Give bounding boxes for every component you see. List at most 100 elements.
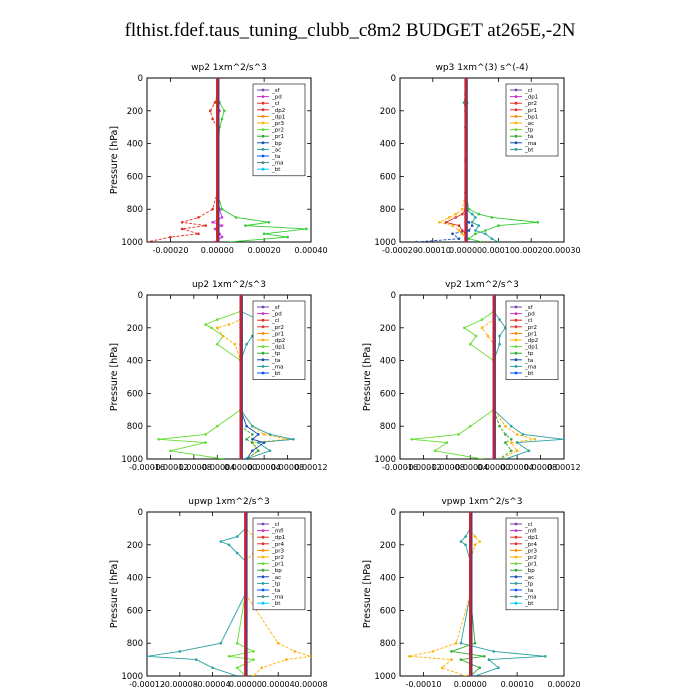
legend-marker (514, 338, 518, 342)
legend-label: _ma (524, 141, 536, 147)
data-point (478, 540, 482, 543)
legend-marker (261, 555, 265, 559)
data-point (251, 424, 254, 428)
data-point (220, 216, 224, 219)
data-point (211, 666, 214, 670)
legend-label: _pr2 (271, 325, 284, 331)
data-point (267, 221, 271, 224)
y-tick-label: 200 (127, 541, 143, 551)
data-point (235, 666, 239, 670)
x-tick-label: 0.00012 (547, 463, 580, 472)
legend-label: _ma (524, 364, 536, 370)
data-point (293, 650, 296, 653)
data-point (245, 457, 248, 459)
x-tick-label: 0.00020 (248, 246, 281, 255)
data-point (251, 438, 254, 441)
data-point (197, 232, 200, 236)
legend-label: _mfl (271, 529, 284, 535)
data-point (515, 449, 519, 453)
data-point (220, 224, 224, 227)
data-point (498, 342, 501, 346)
data-point (484, 232, 487, 236)
x-tick-label: 0.00008 (271, 463, 304, 472)
data-point (197, 216, 200, 219)
series-group (147, 512, 311, 676)
panel-3: up2 1xm^2/s^3 0 200 400 600 800 1000 Pressure [… (109, 280, 328, 472)
y-tick-label: 0 (138, 508, 143, 518)
data-point (219, 540, 223, 543)
data-point (211, 207, 214, 211)
data-point (235, 641, 239, 645)
legend-marker (514, 108, 518, 112)
legend-label: _cl (271, 101, 280, 107)
legend-marker (514, 562, 518, 565)
data-point (221, 457, 225, 459)
data-point (268, 433, 272, 436)
data-point (262, 232, 266, 236)
data-point (235, 535, 239, 538)
legend-marker (261, 325, 265, 329)
data-point (504, 424, 507, 428)
data-point (467, 229, 471, 232)
legend-marker (514, 588, 518, 592)
legend-label: _ma (271, 595, 283, 601)
x-tick-label: 0.00020 (547, 680, 580, 689)
legend-marker (261, 568, 265, 572)
legend-marker (514, 529, 518, 532)
legend-marker (514, 128, 518, 132)
legend-label: _ac (271, 575, 281, 581)
y-axis-label: Pressure [hPa] (109, 343, 120, 411)
y-tick-label: 0 (391, 508, 396, 518)
legend-marker (514, 582, 518, 585)
y-tick-label: 800 (380, 422, 396, 432)
data-point (490, 237, 494, 240)
legend-marker (261, 305, 265, 309)
legend-marker (261, 529, 265, 532)
data-point (457, 224, 461, 227)
legend-label: _sf (271, 305, 281, 311)
panel-title: vpwp 1xm^2/s^3 (441, 497, 522, 507)
panel-5: upwp 1xm^2/s^3 0 200 400 600 800 1000 Pressure … (109, 497, 328, 689)
data-point (450, 650, 453, 653)
data-point (510, 424, 513, 428)
legend-marker (261, 128, 265, 132)
data-point (220, 117, 224, 121)
y-tick-label: 400 (380, 140, 396, 150)
data-point (251, 441, 254, 444)
data-point (473, 674, 477, 676)
series-line (228, 512, 256, 676)
y-tick-label: 1000 (374, 238, 396, 248)
y-tick-label: 0 (391, 291, 396, 301)
data-point (473, 535, 477, 538)
data-point (147, 240, 149, 242)
data-point (204, 224, 207, 227)
data-point (461, 212, 464, 216)
data-point (431, 650, 435, 653)
y-tick-label: 600 (380, 172, 396, 182)
x-tick-label: 0.00000 (454, 680, 487, 689)
data-point (233, 342, 237, 346)
legend-marker (514, 345, 518, 348)
data-point (157, 438, 160, 441)
data-point (454, 216, 458, 219)
legend-marker (514, 555, 518, 559)
data-point (457, 433, 460, 436)
data-point (244, 224, 247, 227)
legend-label: _tp (524, 128, 534, 134)
legend-marker (261, 88, 265, 92)
legend-marker (261, 562, 265, 565)
x-tick-label: -0.00008 (429, 463, 465, 472)
legend-label: _ta (524, 588, 533, 594)
panel-2: wp3 1xm^(3) s^(-4)02004006008001000-0.00… (374, 63, 580, 255)
data-point (464, 674, 467, 676)
legend-marker (261, 318, 265, 322)
x-tick-label: -0.00020 (382, 246, 418, 255)
data-point (510, 441, 513, 444)
x-tick-label: -0.00004 (195, 680, 231, 689)
legend-marker (261, 358, 265, 362)
data-point (220, 235, 224, 239)
data-point (286, 235, 289, 239)
data-point (498, 334, 501, 338)
data-point (515, 433, 519, 436)
y-tick-label: 0 (391, 74, 396, 84)
